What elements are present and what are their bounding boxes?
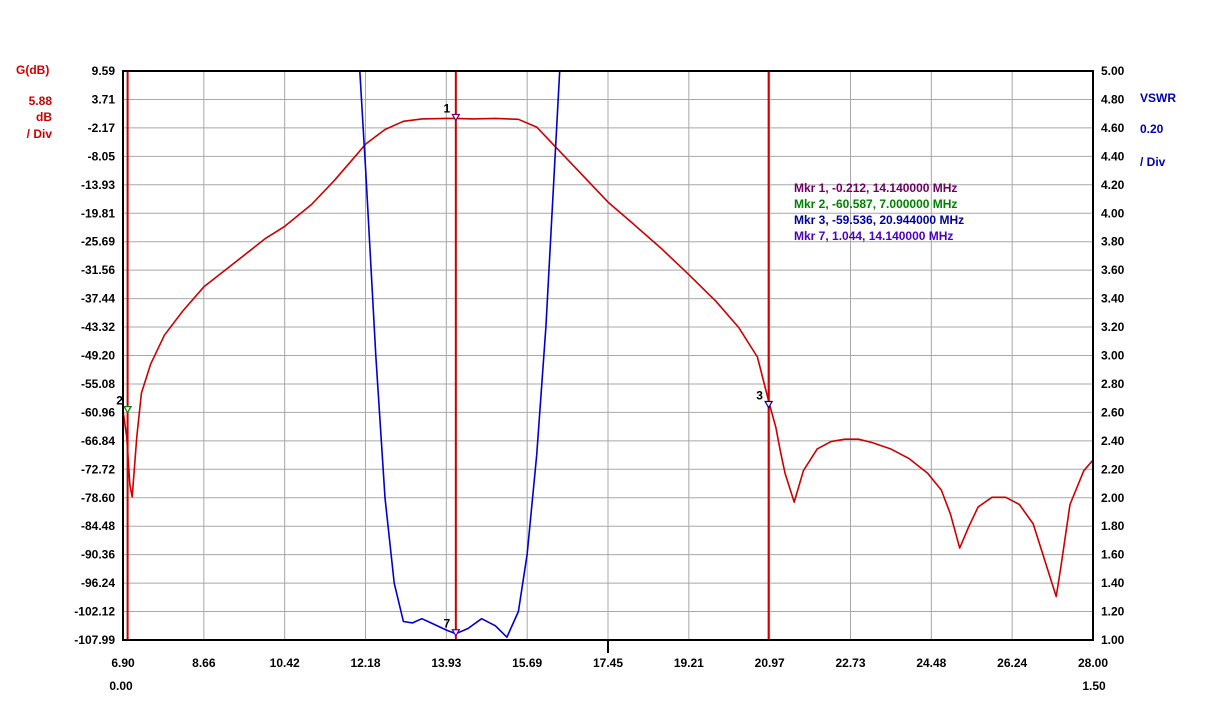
right-axis-ticks: 5.00 4.80 4.60 4.40 4.20 4.00 3.80 3.60 3.40 3.20…	[1101, 64, 1125, 647]
x-tick-label: 8.66	[192, 656, 216, 670]
marker-label: 7	[443, 617, 450, 631]
right-tick-label: 4.20	[1101, 178, 1125, 192]
left-axis-scale-value: 5.88	[29, 94, 53, 108]
left-tick-label: -2.17	[88, 121, 116, 135]
marker-triangle	[123, 406, 133, 414]
right-tick-label: 3.80	[1101, 235, 1125, 249]
right-tick-label: 1.80	[1101, 519, 1125, 533]
right-tick-label: 1.60	[1101, 548, 1125, 562]
right-tick-label: 2.60	[1101, 405, 1125, 419]
left-tick-label: 3.71	[92, 92, 116, 106]
right-tick-label: 3.00	[1101, 349, 1125, 363]
markers-layer: 1 2 3 7	[116, 101, 774, 637]
x-tick-label: 10.42	[270, 656, 300, 670]
x-axis-ticks: 6.90 8.66 10.42 12.18 13.93 15.69 17.45 19.21 20…	[111, 656, 1108, 670]
left-tick-label: -31.56	[81, 263, 115, 277]
right-tick-label: 4.00	[1101, 206, 1125, 220]
marker-readout: Mkr 7, 1.044, 14.140000 MHz	[794, 229, 953, 243]
right-tick-label: 4.60	[1101, 121, 1125, 135]
left-tick-label: -37.44	[81, 292, 115, 306]
left-tick-label: -13.93	[81, 178, 115, 192]
right-tick-label: 1.40	[1101, 576, 1125, 590]
x-sub-right: 1.50	[1082, 679, 1106, 693]
marker-triangle	[451, 629, 461, 637]
x-sub-left: 0.00	[109, 679, 133, 693]
marker-readouts: Mkr 1, -0.212, 14.140000 MHz Mkr 2, -60.5…	[794, 181, 964, 243]
left-axis-title: G(dB)	[16, 63, 49, 77]
right-tick-label: 4.40	[1101, 149, 1125, 163]
marker-readout: Mkr 1, -0.212, 14.140000 MHz	[794, 181, 957, 195]
right-tick-label: 5.00	[1101, 64, 1125, 78]
left-tick-label: -102.12	[74, 605, 115, 619]
marker-label: 3	[756, 389, 763, 403]
grid	[123, 71, 1093, 640]
right-tick-label: 2.80	[1101, 377, 1125, 391]
x-tick-label: 20.97	[755, 656, 785, 670]
right-axis-title: VSWR	[1140, 91, 1176, 105]
left-tick-label: -25.69	[81, 235, 115, 249]
left-tick-label: 9.59	[92, 64, 116, 78]
marker-label: 1	[443, 101, 450, 115]
left-axis-scale-unit: dB	[36, 110, 52, 124]
right-tick-label: 4.80	[1101, 92, 1125, 106]
right-axis-scale-value: 0.20	[1140, 122, 1164, 136]
right-tick-label: 1.20	[1101, 605, 1125, 619]
left-tick-label: -107.99	[74, 633, 115, 647]
left-axis-ticks: 9.59 3.71 -2.17 -8.05 -13.93 -19.81 -25.69 -31.…	[74, 64, 115, 647]
left-tick-label: -19.81	[81, 206, 115, 220]
x-tick-label: 28.00	[1078, 656, 1108, 670]
marker-readout: Mkr 3, -59.536, 20.944000 MHz	[794, 213, 964, 227]
marker-triangle	[451, 113, 461, 122]
marker-label: 2	[116, 394, 123, 408]
left-tick-label: -55.08	[81, 377, 115, 391]
x-tick-label: 17.45	[593, 656, 623, 670]
left-tick-label: -49.20	[81, 349, 115, 363]
x-tick-label: 6.90	[111, 656, 135, 670]
left-tick-label: -78.60	[81, 491, 115, 505]
right-tick-label: 3.20	[1101, 320, 1125, 334]
marker-lines	[126, 71, 770, 640]
left-tick-label: -84.48	[81, 519, 115, 533]
right-tick-label: 2.00	[1101, 491, 1125, 505]
left-tick-label: -43.32	[81, 320, 115, 334]
series-line-gain	[123, 117, 1093, 598]
left-tick-label: -96.24	[81, 576, 115, 590]
x-tick-label: 24.48	[916, 656, 946, 670]
x-tick-label: 12.18	[350, 656, 380, 670]
x-tick-label: 22.73	[835, 656, 865, 670]
right-tick-label: 2.40	[1101, 434, 1125, 448]
left-tick-label: -90.36	[81, 548, 115, 562]
marker-triangle	[764, 400, 774, 409]
right-axis-scale-suffix: / Div	[1140, 155, 1166, 169]
left-axis-scale-suffix: / Div	[27, 127, 53, 141]
right-tick-label: 1.00	[1101, 633, 1125, 647]
x-tick-label: 26.24	[997, 656, 1027, 670]
x-tick-label: 19.21	[674, 656, 704, 670]
x-tick-label: 15.69	[512, 656, 542, 670]
left-tick-label: -66.84	[81, 434, 115, 448]
x-tick-label: 13.93	[431, 656, 461, 670]
left-tick-label: -8.05	[88, 149, 116, 163]
right-tick-label: 3.40	[1101, 292, 1125, 306]
right-tick-label: 3.60	[1101, 263, 1125, 277]
left-tick-label: -60.96	[81, 405, 115, 419]
left-tick-label: -72.72	[81, 462, 115, 476]
right-tick-label: 2.20	[1101, 462, 1125, 476]
marker-readout: Mkr 2, -60.587, 7.000000 MHz	[794, 197, 957, 211]
